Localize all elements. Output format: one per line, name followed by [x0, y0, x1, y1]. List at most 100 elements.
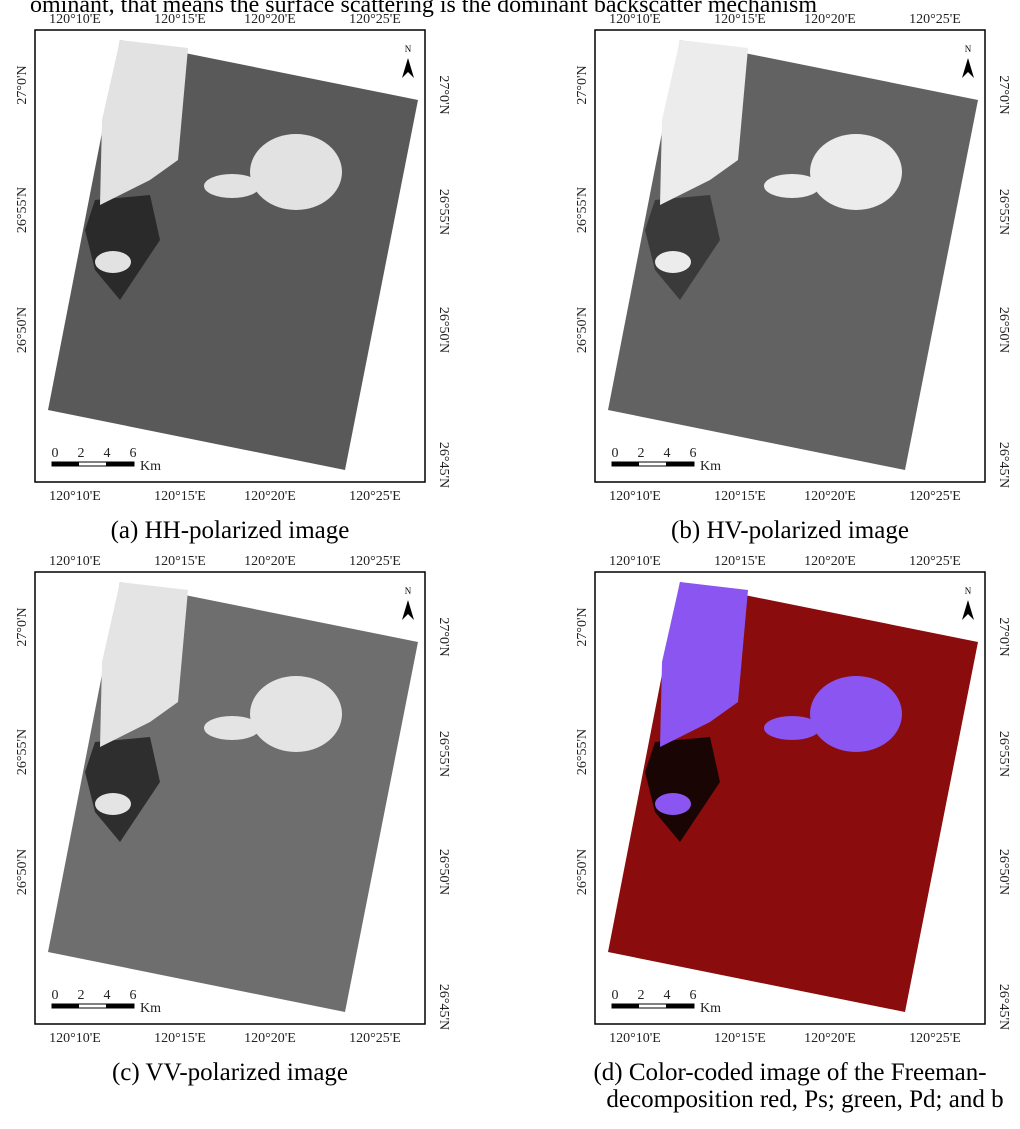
lon-label: 120°10'E — [49, 1031, 101, 1046]
scale-label: 2 — [78, 988, 85, 1003]
lon-label: 120°10'E — [609, 1031, 661, 1046]
scale-label: 6 — [130, 988, 137, 1003]
lon-label: 120°25'E — [909, 12, 961, 27]
island — [250, 676, 342, 752]
lon-label: 120°10'E — [609, 12, 661, 27]
scale-label: 6 — [130, 446, 137, 461]
lon-label: 120°15'E — [714, 554, 766, 569]
scale-label: 6 — [690, 988, 697, 1003]
scale-bar — [666, 462, 694, 466]
lon-label: 120°10'E — [49, 12, 101, 27]
scale-label: 0 — [52, 988, 59, 1003]
north-arrow — [962, 600, 974, 620]
land — [660, 40, 748, 205]
north-label: N — [965, 44, 972, 54]
scale-unit: Km — [140, 1001, 161, 1016]
map-panel: N 0 2 4 6Km 120°10'E 120°10'E 120°15'E 120°15'E 1… — [15, 554, 451, 1086]
map-frame — [34, 571, 426, 1025]
lat-label: 26°50'N — [15, 849, 30, 895]
lat-label: 26°50'N — [436, 307, 451, 353]
lat-label: 26°55'N — [575, 187, 590, 233]
land — [100, 40, 188, 205]
north-arrow — [962, 58, 974, 78]
island — [764, 716, 820, 740]
lat-label: 26°55'N — [15, 187, 30, 233]
scale-label: 2 — [638, 446, 645, 461]
north-label: N — [405, 586, 412, 596]
island — [95, 251, 131, 273]
dark-coast — [85, 195, 160, 300]
lat-label: 27°0'N — [15, 65, 30, 104]
lon-label: 120°15'E — [714, 489, 766, 504]
scale-label: 2 — [78, 446, 85, 461]
lat-label: 26°45'N — [436, 442, 451, 488]
lat-label: 27°0'N — [15, 607, 30, 646]
lon-label: 120°10'E — [609, 489, 661, 504]
scale-label: 2 — [638, 988, 645, 1003]
island — [204, 716, 260, 740]
lon-label: 120°25'E — [909, 1031, 961, 1046]
north-arrow — [402, 58, 414, 78]
caption: decomposition red, Ps; green, Pd; and b — [606, 1086, 1003, 1113]
map-panel: N 0 2 4 6Km 120°10'E 120°10'E 120°15'E 120°15'E 1… — [575, 554, 1011, 1113]
north-label: N — [965, 586, 972, 596]
lon-label: 120°20'E — [244, 489, 296, 504]
lon-label: 120°15'E — [154, 12, 206, 27]
lat-label: 26°50'N — [575, 849, 590, 895]
lat-label: 26°55'N — [436, 189, 451, 235]
lat-label: 27°0'N — [575, 607, 590, 646]
land — [660, 582, 748, 747]
lon-label: 120°20'E — [244, 1031, 296, 1046]
scale-label: 0 — [52, 446, 59, 461]
map-frame — [34, 29, 426, 483]
lat-label: 26°55'N — [436, 731, 451, 777]
island — [204, 174, 260, 198]
lat-label: 27°0'N — [996, 617, 1011, 656]
map-panel: N 0 2 4 6Km 120°10'E 120°10'E 120°15'E 120°15'E 1… — [575, 12, 1011, 544]
island — [95, 793, 131, 815]
scale-bar — [666, 1004, 694, 1008]
lat-label: 26°55'N — [996, 731, 1011, 777]
lon-label: 120°15'E — [154, 489, 206, 504]
lon-label: 120°25'E — [909, 554, 961, 569]
lat-label: 27°0'N — [436, 617, 451, 656]
lat-label: 27°0'N — [436, 75, 451, 114]
lon-label: 120°25'E — [349, 12, 401, 27]
lon-label: 120°20'E — [804, 554, 856, 569]
island — [655, 251, 691, 273]
lon-label: 120°10'E — [49, 554, 101, 569]
island — [655, 793, 691, 815]
scale-label: 0 — [612, 988, 619, 1003]
map-panel: N 0 2 4 6Km 120°10'E 120°10'E 120°15'E 120°15'E 1… — [15, 12, 451, 544]
lat-label: 26°50'N — [996, 307, 1011, 353]
lon-label: 120°15'E — [714, 12, 766, 27]
island — [810, 676, 902, 752]
scale-bar — [612, 1004, 639, 1008]
lat-label: 26°55'N — [996, 189, 1011, 235]
lat-label: 26°55'N — [15, 729, 30, 775]
lat-label: 26°45'N — [436, 984, 451, 1030]
scale-unit: Km — [700, 1001, 721, 1016]
lon-label: 120°20'E — [804, 489, 856, 504]
dark-coast — [645, 737, 720, 842]
north-arrow — [402, 600, 414, 620]
scale-label: 4 — [104, 988, 111, 1003]
scale-label: 6 — [690, 446, 697, 461]
lat-label: 26°55'N — [575, 729, 590, 775]
lon-label: 120°10'E — [49, 489, 101, 504]
lon-label: 120°20'E — [244, 554, 296, 569]
lat-label: 26°45'N — [996, 442, 1011, 488]
scale-unit: Km — [140, 459, 161, 474]
lat-label: 26°50'N — [15, 307, 30, 353]
lon-label: 120°20'E — [804, 1031, 856, 1046]
lat-label: 26°50'N — [575, 307, 590, 353]
dark-coast — [645, 195, 720, 300]
scale-bar — [106, 462, 134, 466]
lat-label: 26°45'N — [996, 984, 1011, 1030]
lon-label: 120°25'E — [909, 489, 961, 504]
lon-label: 120°25'E — [349, 489, 401, 504]
scale-label: 4 — [664, 988, 671, 1003]
land — [100, 582, 188, 747]
